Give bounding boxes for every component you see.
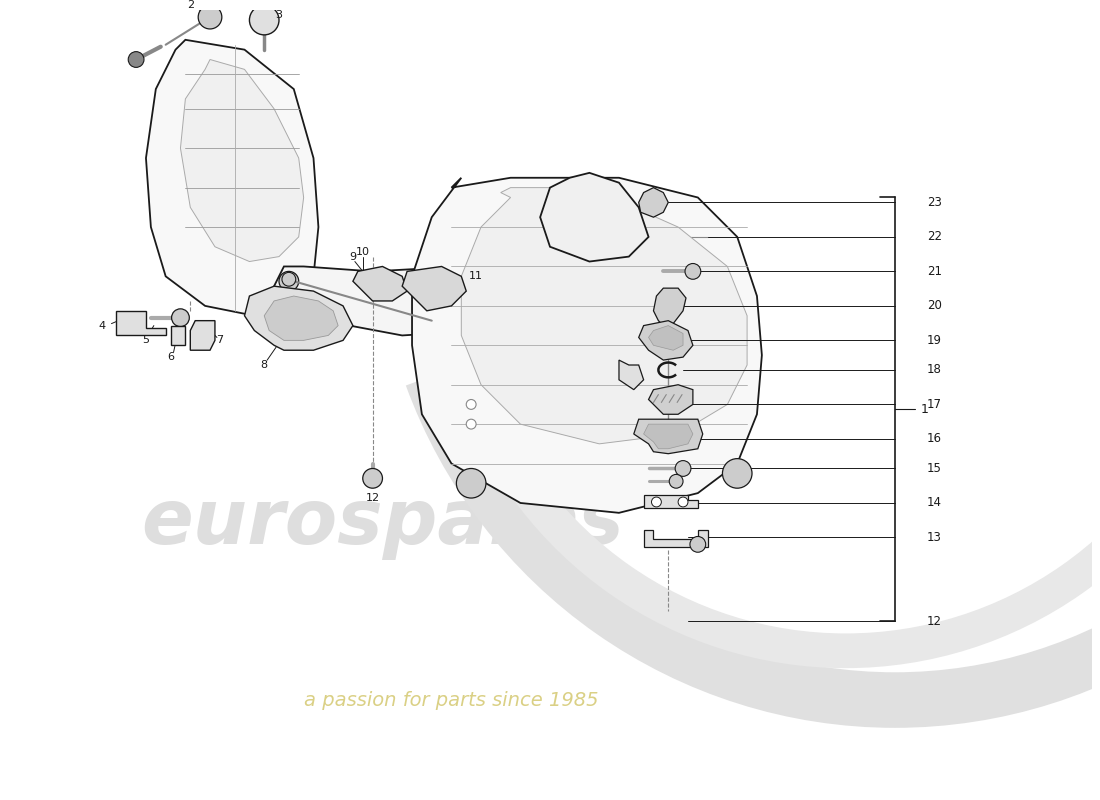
Circle shape xyxy=(456,469,486,498)
Circle shape xyxy=(282,272,296,286)
Polygon shape xyxy=(274,266,570,335)
Text: 14: 14 xyxy=(927,497,942,510)
Circle shape xyxy=(129,52,144,67)
Text: 4: 4 xyxy=(98,321,106,330)
Text: 7: 7 xyxy=(217,335,223,346)
Text: 3: 3 xyxy=(275,10,283,20)
Polygon shape xyxy=(412,178,762,513)
Circle shape xyxy=(172,309,189,326)
Polygon shape xyxy=(461,188,747,444)
Text: 19: 19 xyxy=(927,334,942,347)
Text: 21: 21 xyxy=(927,265,942,278)
Circle shape xyxy=(466,399,476,410)
Text: 17: 17 xyxy=(927,398,942,411)
Text: eurospares: eurospares xyxy=(141,486,624,560)
Text: a passion for parts since 1985: a passion for parts since 1985 xyxy=(305,690,598,710)
Polygon shape xyxy=(540,173,649,262)
Polygon shape xyxy=(170,326,186,346)
Text: 8: 8 xyxy=(261,360,267,370)
Circle shape xyxy=(279,271,299,291)
Polygon shape xyxy=(117,311,166,335)
Circle shape xyxy=(466,419,476,429)
Text: 10: 10 xyxy=(355,246,370,257)
Circle shape xyxy=(250,6,279,35)
Text: 6: 6 xyxy=(167,352,174,362)
Polygon shape xyxy=(264,296,338,340)
Polygon shape xyxy=(403,266,466,311)
Circle shape xyxy=(685,263,701,279)
Polygon shape xyxy=(644,530,707,547)
Polygon shape xyxy=(180,59,304,262)
Text: 12: 12 xyxy=(927,614,942,628)
Circle shape xyxy=(363,469,383,488)
Circle shape xyxy=(198,6,222,29)
Text: 5: 5 xyxy=(143,335,150,346)
Text: 18: 18 xyxy=(927,363,942,377)
Text: 13: 13 xyxy=(927,531,942,544)
Text: 2: 2 xyxy=(187,0,194,10)
Text: 20: 20 xyxy=(927,299,942,312)
Text: 16: 16 xyxy=(927,433,942,446)
Polygon shape xyxy=(649,385,693,414)
Text: 23: 23 xyxy=(927,196,942,209)
Text: 12: 12 xyxy=(365,493,380,503)
Polygon shape xyxy=(653,288,686,326)
Circle shape xyxy=(723,458,752,488)
Polygon shape xyxy=(190,321,214,350)
Circle shape xyxy=(678,497,688,507)
Polygon shape xyxy=(244,286,353,350)
Circle shape xyxy=(651,497,661,507)
Circle shape xyxy=(675,461,691,476)
Text: 1: 1 xyxy=(921,403,928,416)
Text: 22: 22 xyxy=(927,230,942,243)
Polygon shape xyxy=(619,360,644,390)
Polygon shape xyxy=(644,495,697,508)
Polygon shape xyxy=(146,40,318,316)
Polygon shape xyxy=(649,326,683,350)
Text: 15: 15 xyxy=(927,462,942,475)
Polygon shape xyxy=(634,419,703,454)
Circle shape xyxy=(669,474,683,488)
Polygon shape xyxy=(639,321,693,360)
Polygon shape xyxy=(353,266,407,301)
Text: 9: 9 xyxy=(350,252,356,262)
Polygon shape xyxy=(644,424,693,449)
Polygon shape xyxy=(639,188,669,217)
Circle shape xyxy=(690,537,706,552)
Text: 11: 11 xyxy=(469,271,483,282)
